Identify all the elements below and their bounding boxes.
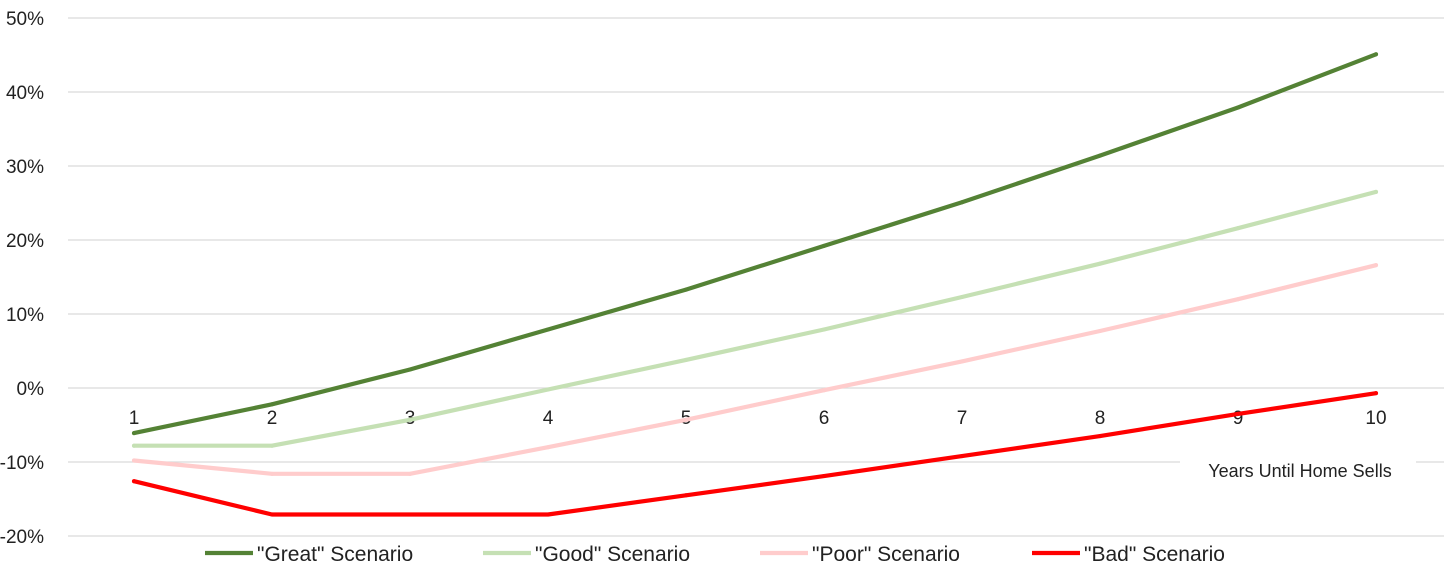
series-3 xyxy=(131,263,1379,476)
data-point xyxy=(1374,263,1378,268)
legend-label: "Poor" Scenario xyxy=(812,543,960,566)
y-tick-label: -10% xyxy=(0,453,44,474)
y-tick-label: 40% xyxy=(6,83,44,104)
data-point xyxy=(1374,52,1378,57)
legend-label: "Good" Scenario xyxy=(535,543,690,566)
series-1 xyxy=(131,52,1379,436)
data-point xyxy=(1374,189,1378,194)
series-line xyxy=(131,52,1379,436)
data-point xyxy=(1236,226,1240,231)
gridlines xyxy=(68,17,1444,537)
data-point xyxy=(1098,434,1102,439)
x-axis-label-background xyxy=(1180,452,1416,490)
data-point xyxy=(1236,105,1240,110)
legend-item: "Great" Scenario xyxy=(205,543,413,566)
data-point xyxy=(960,359,964,364)
data-point xyxy=(960,454,964,459)
series-lines xyxy=(131,52,1379,517)
legend-item: "Bad" Scenario xyxy=(1032,543,1225,566)
data-point xyxy=(132,443,136,448)
y-tick-label: -20% xyxy=(0,527,44,548)
x-tick-label: 8 xyxy=(1095,408,1106,429)
data-point xyxy=(270,402,274,407)
legend-item: "Poor" Scenario xyxy=(760,543,960,566)
legend-label: "Great" Scenario xyxy=(257,543,413,566)
data-point xyxy=(270,443,274,448)
series-2 xyxy=(131,189,1379,448)
series-4 xyxy=(131,391,1379,517)
x-tick-label: 10 xyxy=(1365,408,1386,429)
series-line xyxy=(131,391,1379,517)
x-tick-label: 7 xyxy=(957,408,968,429)
data-point xyxy=(270,512,274,517)
x-tick-label: 2 xyxy=(267,408,278,429)
y-tick-label: 50% xyxy=(6,9,44,30)
data-point xyxy=(408,471,412,476)
data-point xyxy=(1098,261,1102,266)
data-point xyxy=(132,458,136,463)
data-point xyxy=(132,479,136,484)
data-point xyxy=(408,367,412,372)
y-tick-label: 20% xyxy=(6,231,44,252)
data-point xyxy=(546,387,550,392)
x-tick-label: 9 xyxy=(1233,408,1244,429)
y-tick-label: 10% xyxy=(6,305,44,326)
data-point xyxy=(132,431,136,436)
data-point xyxy=(1236,297,1240,302)
data-point xyxy=(408,512,412,517)
data-point xyxy=(546,512,550,517)
data-point xyxy=(546,327,550,332)
data-point xyxy=(684,493,688,498)
series-line xyxy=(131,189,1379,448)
data-point xyxy=(960,200,964,205)
y-tick-label: 30% xyxy=(6,157,44,178)
y-tick-label: 0% xyxy=(17,379,45,400)
data-point xyxy=(684,287,688,292)
data-point xyxy=(960,294,964,299)
data-point xyxy=(822,243,826,248)
data-point xyxy=(408,417,412,422)
data-point xyxy=(1374,391,1378,396)
data-point xyxy=(546,445,550,450)
data-point xyxy=(684,357,688,362)
data-point xyxy=(270,471,274,476)
data-point xyxy=(1098,329,1102,334)
x-tick-label: 4 xyxy=(543,408,554,429)
y-axis-ticks: -20% -10% 0% 10% 20% 30% 40% 50% xyxy=(0,9,44,548)
series-line xyxy=(131,263,1379,476)
legend-item: "Good" Scenario xyxy=(483,543,690,566)
x-axis-label: Years Until Home Sells xyxy=(1208,461,1391,481)
data-point xyxy=(684,417,688,422)
data-point xyxy=(822,327,826,332)
x-tick-label: 6 xyxy=(819,408,830,429)
data-point xyxy=(1236,411,1240,416)
data-point xyxy=(1098,153,1102,158)
data-point xyxy=(822,474,826,479)
data-point xyxy=(822,388,826,393)
x-tick-label: 1 xyxy=(129,408,140,429)
legend-label: "Bad" Scenario xyxy=(1084,543,1225,566)
legend: "Great" Scenario "Good" Scenario "Poor" Sc… xyxy=(205,543,1225,566)
